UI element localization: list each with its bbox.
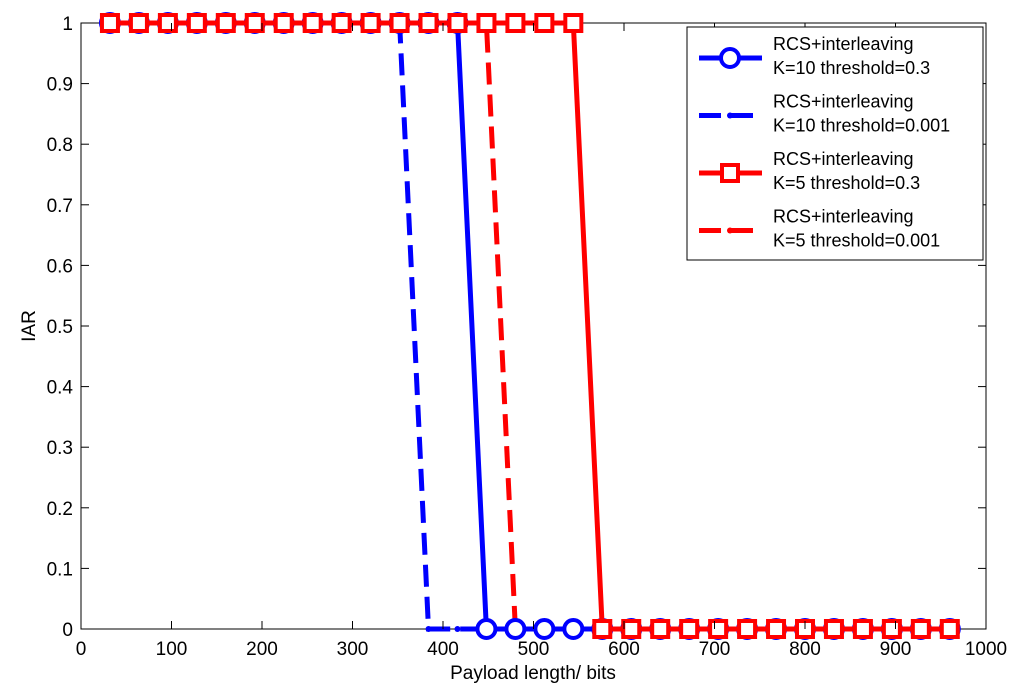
y-tick-label: 0.5 [47,317,73,338]
legend-entry: RCS+interleaving K=5 threshold=0.3 [699,149,920,193]
x-tick-label: 500 [518,639,550,660]
x-tick-label: 300 [337,639,369,660]
data-point [475,618,498,640]
x-axis-title: Payload length/ bits [450,663,616,684]
data-point [99,13,120,33]
data-point [533,618,556,640]
data-point [939,619,960,639]
data-point [302,13,323,33]
data-point [592,619,613,639]
legend-label: RCS+interleaving [773,149,914,169]
data-point [215,13,236,33]
x-tick-label: 400 [427,639,459,660]
legend-entry: RCS+interleaving K=10 threshold=0.3 [699,34,930,78]
y-tick-label: 0.9 [47,75,73,96]
x-tick-label: 700 [699,639,731,660]
data-point [425,626,432,632]
data-point [621,619,642,639]
data-point [389,13,410,33]
y-tick-label: 0.2 [47,499,73,520]
data-point [447,13,468,33]
data-point [273,13,294,33]
x-tick-label: 900 [880,639,912,660]
data-point [737,619,758,639]
legend-label: K=10 threshold=0.3 [773,58,930,78]
series-layer [98,12,961,640]
data-point [881,619,902,639]
data-point [504,618,527,640]
legend-label: K=5 threshold=0.001 [773,231,940,251]
legend-label: RCS+interleaving [773,34,914,54]
y-axis-title: IAR [19,310,40,342]
data-point [186,13,207,33]
x-tick-label: 600 [608,639,640,660]
data-point [244,13,265,33]
legend-swatch-marker [720,163,740,183]
data-point [766,619,787,639]
data-point [418,13,439,33]
data-point [331,13,352,33]
legend-label: K=10 threshold=0.001 [773,116,950,136]
data-point [650,619,671,639]
x-tick-label: 1000 [965,639,1007,660]
data-point [128,13,149,33]
legend-label: RCS+interleaving [773,207,914,227]
y-tick-label: 0.7 [47,196,73,217]
legend-swatch-marker [727,227,733,234]
axis-layer: 0 100 200 300 400 500 600 700 800 900 1000 0 0.1 0.2 0… [47,14,1008,660]
y-tick-label: 0.6 [47,256,73,277]
legend-entry: RCS+interleaving K=5 threshold=0.001 [699,207,940,251]
data-point [708,619,729,639]
x-tick-label: 800 [789,639,821,660]
data-point [562,618,585,640]
data-point [679,619,700,639]
y-tick-label: 0.3 [47,438,73,459]
y-tick-label: 0.1 [47,559,73,580]
legend-label: RCS+interleaving [773,92,914,112]
y-tick-label: 0.8 [47,135,73,156]
data-point [910,619,931,639]
data-point [157,13,178,33]
y-tick-label: 0 [62,620,73,641]
data-point [505,13,526,33]
y-tick-label: 1 [62,14,73,35]
data-point [534,13,555,33]
data-point [563,13,584,33]
data-point [476,13,497,33]
x-tick-label: 100 [156,639,188,660]
legend-label: K=5 threshold=0.3 [773,173,920,193]
legend-swatch-marker [727,112,733,119]
data-point [823,619,844,639]
data-point [360,13,381,33]
y-tick-label: 0.4 [47,378,74,399]
x-tick-label: 200 [246,639,278,660]
data-point [454,626,461,632]
legend-entry: RCS+interleaving K=10 threshold=0.001 [699,92,950,136]
legend-swatch-marker [719,47,741,69]
x-tick-label: 0 [76,639,87,660]
data-point [852,619,873,639]
